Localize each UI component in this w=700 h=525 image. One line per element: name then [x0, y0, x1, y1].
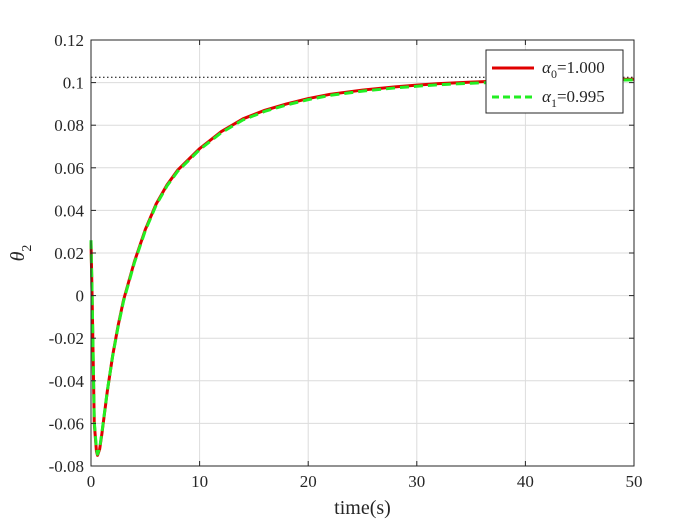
y-axis-label-symbol: θ: [7, 251, 29, 261]
y-axis-label-subscript: 2: [20, 245, 35, 252]
y-tick-label-3: -0.02: [49, 329, 84, 348]
legend-value-series-1: =0.995: [557, 87, 605, 106]
y-axis-label: θ2: [7, 245, 35, 262]
legend: α0=1.000 α1=0.995: [485, 49, 624, 114]
y-tick-label-2: -0.04: [49, 372, 85, 391]
legend-box: [485, 49, 624, 114]
y-tick-label-6: 0.04: [54, 201, 84, 220]
axis-ticks: 0 10 20 30 40 50-0.08-0.06-0.04-0.0200.020.04…: [49, 31, 643, 491]
x-tick-label-1: 10: [191, 472, 208, 491]
y-tick-label-0: -0.08: [49, 457, 84, 476]
y-tick-label-5: 0.02: [54, 244, 84, 263]
x-tick-label-3: 30: [408, 472, 425, 491]
legend-subscript-series-0: 0: [551, 67, 557, 81]
y-tick-label-10: 0.12: [54, 31, 84, 50]
series-line-1: [89, 78, 635, 456]
y-tick-label-9: 0.1: [63, 74, 84, 93]
legend-subscript-series-1: 1: [551, 96, 557, 110]
x-axis-label: time(s): [334, 497, 391, 519]
legend-symbol-series-0: α: [542, 58, 552, 77]
y-tick-label-1: -0.06: [49, 414, 84, 433]
x-tick-label-0: 0: [87, 472, 96, 491]
legend-value-series-0: =1.000: [557, 58, 605, 77]
legend-symbol-series-1: α: [542, 87, 552, 106]
x-tick-label-2: 20: [300, 472, 317, 491]
y-tick-label-7: 0.06: [54, 159, 84, 178]
legend-label-series-0: α0=1.000: [542, 58, 605, 81]
y-tick-label-4: 0: [76, 287, 85, 306]
x-tick-label-5: 50: [626, 472, 643, 491]
legend-label-series-1: α1=0.995: [542, 87, 605, 110]
x-tick-label-4: 40: [517, 472, 534, 491]
series-group: [89, 77, 635, 457]
y-tick-label-8: 0.08: [54, 116, 84, 135]
